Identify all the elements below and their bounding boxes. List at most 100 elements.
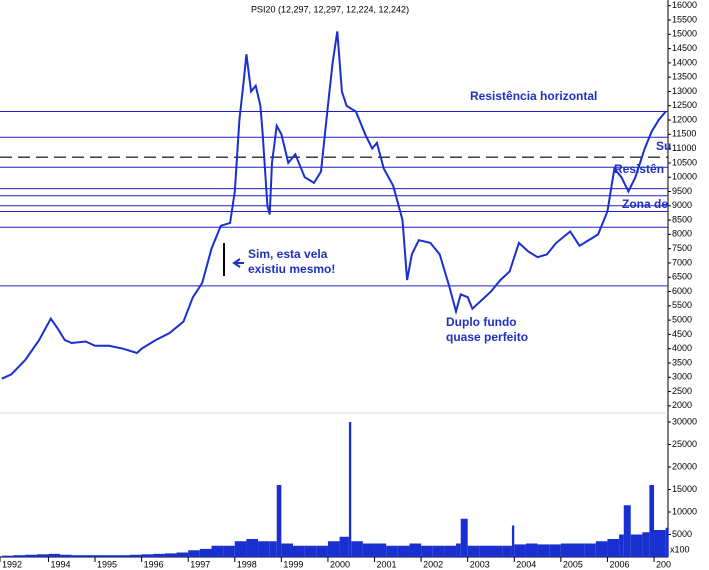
x-tick-label: 2003 [470, 559, 490, 569]
y-tick-label: 11500 [672, 129, 696, 139]
y-tick-label: 2000 [672, 400, 692, 410]
x-tick-label: 1995 [97, 559, 117, 569]
volume-bar [549, 544, 561, 557]
volume-bar [176, 552, 189, 557]
x-tick-label: 1994 [50, 559, 70, 569]
volume-bar [467, 545, 480, 557]
x-tick-label: 2001 [377, 559, 397, 569]
y-tick-label: 12000 [672, 114, 697, 124]
y-tick-label: 6500 [672, 272, 692, 282]
volume-bar [83, 555, 96, 557]
volume-bar [60, 554, 72, 557]
price-line [1, 31, 667, 380]
y-tick-label: 9000 [672, 200, 692, 210]
volume-bar [511, 525, 515, 557]
volume-bar [456, 543, 461, 557]
y-tick-label: 9500 [672, 186, 692, 196]
volume-bar [327, 541, 340, 557]
volume-bar [339, 536, 349, 557]
volume-bar [48, 553, 61, 557]
volume-bar [348, 422, 352, 557]
volume-bar [153, 553, 165, 557]
volume-bar [619, 534, 624, 557]
volume-bar [362, 543, 375, 557]
volume-bar [649, 485, 655, 557]
y-tick-label: 8500 [672, 214, 692, 224]
volume-bar [374, 543, 387, 557]
annotation: Resistên [614, 162, 664, 176]
volume-bar [276, 485, 282, 557]
x-tick-label: 2005 [563, 559, 583, 569]
volume-bar [269, 541, 277, 557]
volume-bar [351, 541, 363, 557]
volume-bar [537, 544, 550, 557]
volume-bar [164, 553, 177, 557]
volume-bar [460, 518, 468, 557]
volume-bar [1, 555, 14, 557]
annotation: Su [656, 139, 671, 153]
volume-bar [13, 555, 26, 557]
volume-bar [595, 541, 608, 557]
x-tick-label: 2006 [609, 559, 629, 569]
y-tick-label: 2500 [672, 386, 692, 396]
volume-bar [409, 543, 422, 557]
y-tick-label: 3500 [672, 357, 692, 367]
y-tick-label: 16000 [672, 0, 697, 10]
annotation: Duplo fundo [446, 315, 517, 329]
volume-bar [654, 530, 666, 557]
volume-bar [572, 543, 585, 557]
annotation: existiu mesmo! [248, 262, 335, 276]
volume-bar [316, 545, 328, 557]
volume-bar [246, 539, 259, 557]
y-tick-label: 15000 [672, 29, 697, 39]
y-tick-label: 4500 [672, 329, 692, 339]
volume-bar [490, 545, 503, 557]
x-tick-label: 200 [656, 559, 671, 569]
volume-bar [141, 554, 154, 557]
volume-bar [223, 545, 235, 557]
y-tick-label: 30000 [672, 416, 697, 426]
x-tick-label: 1996 [144, 559, 164, 569]
volume-bar [525, 543, 538, 557]
x-tick-label: 2004 [516, 559, 536, 569]
volume-bar [397, 545, 410, 557]
x-tick-label: 1998 [237, 559, 257, 569]
x-tick-label: 1999 [283, 559, 303, 569]
x-tick-label: 1992 [2, 559, 22, 569]
volume-bar [95, 555, 107, 557]
volume-bar [106, 555, 119, 557]
volume-bar [479, 545, 491, 557]
unit-label: x100 [670, 544, 690, 554]
y-tick-label: 7000 [672, 257, 692, 267]
y-tick-label: 14000 [672, 57, 697, 67]
volume-bar [502, 545, 512, 557]
volume-bar [642, 532, 650, 557]
volume-bar [444, 545, 457, 557]
annotation: Zona de [622, 197, 668, 211]
y-tick-label: 11000 [672, 143, 696, 153]
y-tick-label: 7500 [672, 243, 692, 253]
y-tick-label: 15500 [672, 14, 697, 24]
y-tick-label: 14500 [672, 43, 697, 53]
y-tick-label: 15000 [672, 484, 697, 494]
volume-bar [234, 541, 247, 557]
y-tick-label: 25000 [672, 439, 697, 449]
y-tick-label: 13000 [672, 86, 697, 96]
volume-bar [560, 543, 573, 557]
volume-bar [623, 505, 631, 557]
volume-bar [25, 554, 37, 557]
volume-bar [386, 545, 398, 557]
volume-bar [514, 544, 526, 557]
y-tick-label: 10500 [672, 157, 697, 167]
volume-bar [432, 545, 445, 557]
annotation: Sim, esta vela [248, 247, 328, 261]
volume-bar [421, 545, 433, 557]
y-tick-label: 20000 [672, 461, 697, 471]
volume-bar [281, 543, 294, 557]
volume-bar [36, 554, 49, 557]
volume-bar [293, 545, 305, 557]
volume-bar [129, 554, 142, 557]
arrow [232, 258, 244, 268]
